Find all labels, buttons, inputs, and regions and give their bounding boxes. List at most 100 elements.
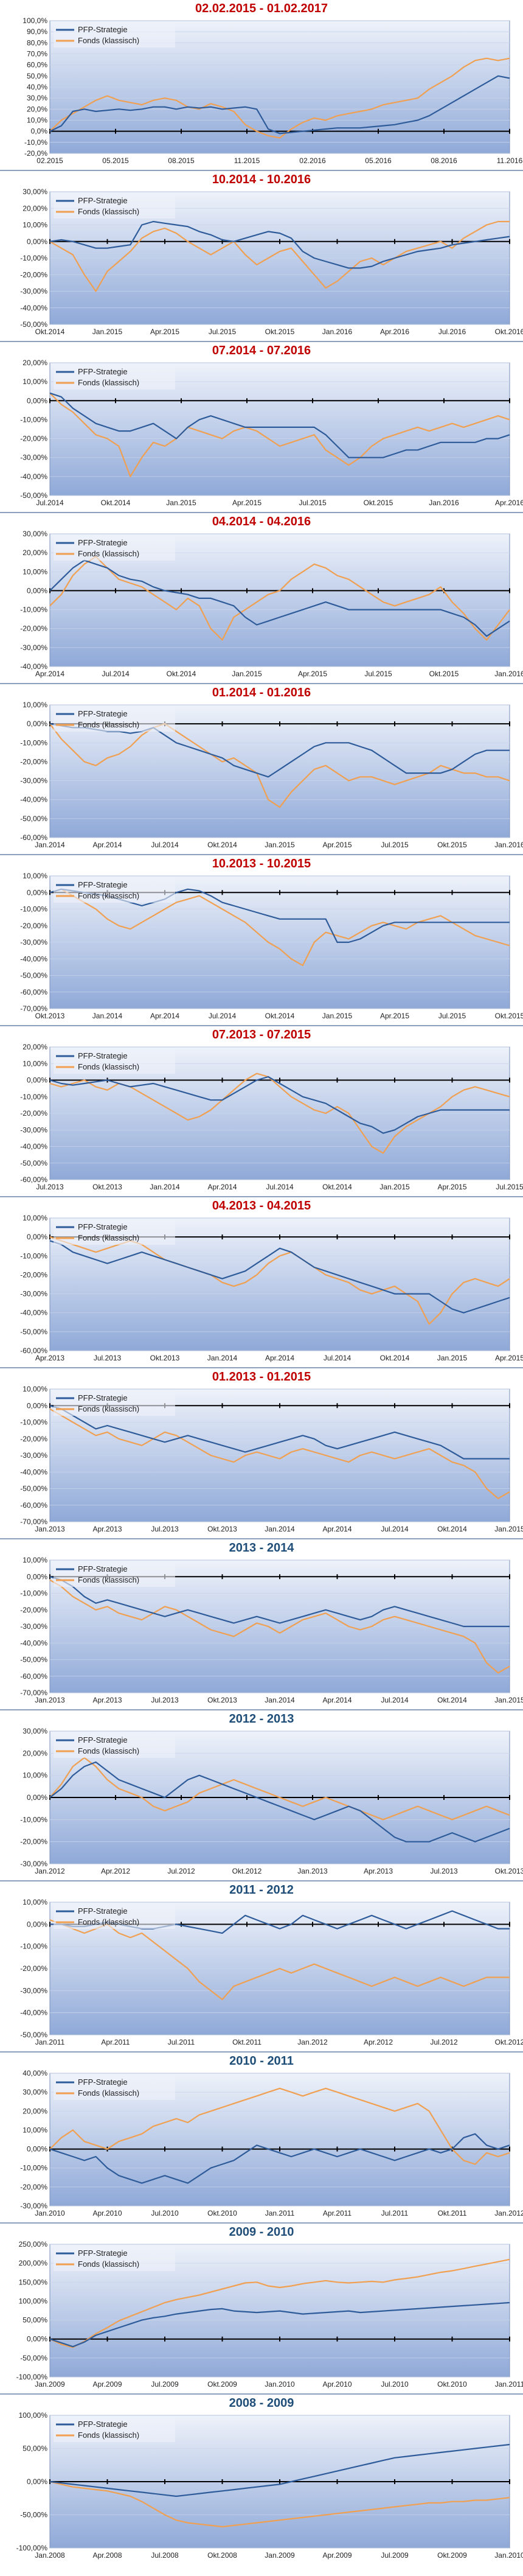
x-tick-label: Apr.2013	[92, 1696, 122, 1704]
series-line-fonds	[49, 1579, 510, 1674]
panel-separator	[0, 1709, 523, 1710]
chart-title: 10.2014 - 10.2016	[212, 173, 311, 186]
y-tick-label: 0,0%	[31, 127, 48, 136]
x-tick-label: Jan.2015	[437, 1354, 468, 1362]
x-tick-label: 02.2016	[299, 156, 326, 165]
x-tick-label: Jul.2014	[102, 670, 130, 678]
chart-title: 2011 - 2012	[229, 1883, 294, 1897]
legend-label: Fonds (klassisch)	[78, 2088, 139, 2098]
series-line-fonds	[49, 723, 510, 808]
x-tick-label: 11.2015	[234, 156, 260, 165]
y-tick-label: 0,00%	[27, 2335, 47, 2343]
y-tick-label: -30,00%	[20, 1125, 47, 1134]
panel-separator	[0, 512, 523, 513]
legend-label: PFP-Strategie	[78, 196, 128, 205]
y-tick-label: -40,00%	[20, 472, 47, 481]
x-tick-label: Jul.2013	[94, 1354, 122, 1362]
y-tick-label: -10,00%	[20, 606, 47, 614]
y-tick-label: -40,00%	[20, 662, 47, 671]
y-tick-label: 0,00%	[27, 396, 47, 405]
line-chart: -50,00% -40,00% -30,00% -20,00% -10,00% 0,00%…	[20, 188, 523, 336]
x-tick-label: Apr.2012	[101, 1867, 130, 1875]
y-tick-label: -30,00%	[20, 938, 47, 947]
y-tick-label: -40,00%	[20, 1309, 47, 1317]
series-line-pfp	[49, 1576, 510, 1628]
y-tick-label: -50,00%	[20, 2511, 47, 2519]
panel-separator	[0, 1538, 523, 1539]
y-tick-label: 60,0%	[27, 61, 47, 69]
x-tick-label: Jan.2015	[379, 1183, 410, 1191]
y-tick-label: 100,00%	[19, 2412, 48, 2420]
chart-title: 01.2013 - 01.2015	[212, 1370, 311, 1384]
x-tick-label: Okt.2010	[207, 2209, 237, 2217]
x-tick-label: Jul.2015	[381, 841, 409, 849]
line-chart: -60,00% -50,00% -40,00% -30,00% -20,00% -10,0…	[20, 701, 523, 849]
y-tick-label: 20,00%	[23, 1749, 47, 1757]
x-tick-label: Apr.2014	[92, 841, 122, 849]
chart-title: 04.2013 - 04.2015	[212, 1199, 311, 1213]
chart-panel: 07.2014 - 07.2016 -50,00% -40,00% -30,00% -2…	[0, 342, 523, 513]
x-tick-label: Jul.2015	[299, 499, 327, 507]
y-tick-label: -60,00%	[20, 833, 47, 842]
y-tick-label: -20,00%	[20, 2183, 47, 2191]
panel-separator	[0, 683, 523, 684]
series-line-pfp	[49, 1405, 510, 1460]
chart-panel: 10.2014 - 10.2016 -50,00% -40,00% -30,00% -2…	[0, 171, 523, 342]
x-tick-label: Apr.2014	[35, 670, 64, 678]
x-tick-label: Okt.2015	[429, 670, 459, 678]
line-chart: -70,00% -60,00% -50,00% -40,00% -30,00% -20,0…	[20, 1556, 523, 1704]
legend-label: Fonds (klassisch)	[78, 2431, 139, 2440]
x-tick-label: Okt.2013	[150, 1354, 180, 1362]
x-tick-label: Apr.2015	[380, 1012, 409, 1020]
y-tick-label: 200,00%	[19, 2259, 48, 2267]
chart-panel: 10.2013 - 10.2015 -70,00% -60,00% -50,00% -4…	[0, 855, 523, 1026]
x-tick-label: Jan.2015	[494, 1525, 523, 1533]
chart-panel: 02.02.2015 - 01.02.2017 -20,0% -10,0% 0,0% 1…	[0, 0, 523, 171]
panel-separator	[0, 2051, 523, 2053]
x-tick-label: Jan.2012	[494, 2209, 523, 2217]
legend	[54, 536, 175, 561]
legend	[54, 365, 175, 390]
y-tick-label: 80,0%	[27, 38, 47, 47]
x-tick-label: Okt.2015	[437, 841, 467, 849]
y-tick-label: -30,00%	[20, 453, 47, 462]
legend	[54, 1905, 175, 1929]
chart-title: 04.2014 - 04.2016	[212, 515, 311, 528]
y-tick-label: -10,00%	[20, 2164, 47, 2172]
y-tick-label: -30,00%	[20, 1860, 47, 1868]
x-tick-label: Apr.2013	[364, 1867, 393, 1875]
x-tick-label: Jan.2009	[265, 2551, 295, 2560]
series-line-fonds	[49, 57, 510, 139]
y-tick-label: 10,0%	[27, 116, 47, 125]
x-tick-label: Jan.2010	[35, 2209, 65, 2217]
legend	[54, 1220, 175, 1245]
legend-label: Fonds (klassisch)	[78, 1746, 139, 1755]
x-tick-label: Jul.2008	[151, 2551, 179, 2560]
x-tick-label: Jan.2014	[92, 1012, 123, 1020]
x-tick-label: Jan.2010	[494, 2551, 523, 2560]
legend-label: Fonds (klassisch)	[78, 36, 139, 45]
y-tick-label: -10,00%	[20, 905, 47, 914]
y-tick-label: 10,00%	[23, 2126, 47, 2134]
y-tick-label: -50,00%	[20, 1656, 47, 1664]
y-tick-label: -20,00%	[20, 1435, 47, 1443]
x-tick-label: Apr.2011	[101, 2038, 130, 2046]
x-tick-label: Jan.2013	[297, 1867, 328, 1875]
x-tick-label: Jan.2015	[232, 670, 262, 678]
y-tick-label: 250,00%	[19, 2241, 48, 2249]
x-tick-label: Jan.2016	[494, 841, 523, 849]
legend-label: PFP-Strategie	[78, 25, 128, 34]
y-tick-label: 0,00%	[27, 586, 47, 595]
y-tick-label: 0,00%	[27, 1401, 47, 1410]
panel-separator	[0, 2222, 523, 2224]
y-tick-label: -30,00%	[20, 1986, 47, 1995]
y-tick-label: 0,00%	[27, 1920, 47, 1928]
y-tick-label: -20,00%	[20, 1270, 47, 1279]
line-chart: -70,00% -60,00% -50,00% -40,00% -30,00% -20,0…	[20, 1385, 523, 1533]
x-tick-label: Jul.2016	[438, 327, 466, 336]
x-tick-label: Okt.2015	[495, 1012, 523, 1020]
line-chart: -70,00% -60,00% -50,00% -40,00% -30,00% -20,0…	[20, 872, 523, 1020]
y-tick-label: 20,00%	[23, 548, 47, 557]
y-tick-label: -50,00%	[20, 491, 47, 500]
legend	[54, 707, 175, 732]
